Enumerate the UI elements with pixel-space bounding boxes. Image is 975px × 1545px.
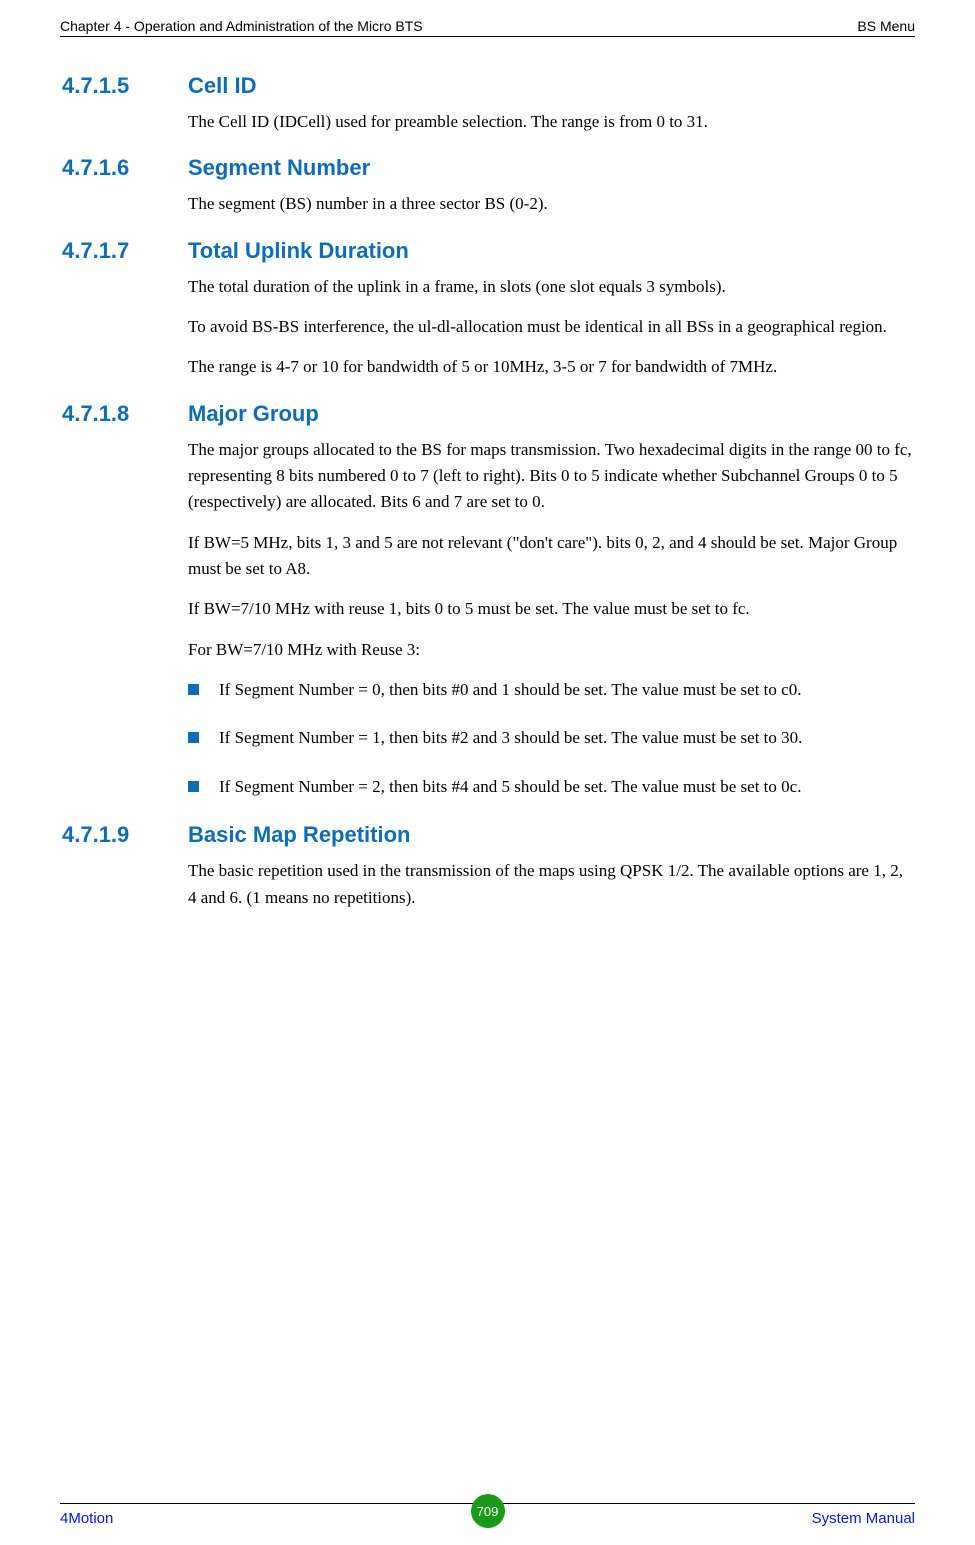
- paragraph: For BW=7/10 MHz with Reuse 3:: [188, 637, 915, 663]
- page-footer: 4Motion 709 System Manual: [60, 1503, 915, 1527]
- section-major-group: 4.7.1.8 Major Group The major groups all…: [60, 401, 915, 800]
- bullet-text: If Segment Number = 2, then bits #4 and …: [219, 774, 801, 800]
- bullet-text: If Segment Number = 1, then bits #2 and …: [219, 725, 802, 751]
- section-number: 4.7.1.6: [60, 155, 188, 181]
- paragraph: The total duration of the uplink in a fr…: [188, 274, 915, 300]
- section-title: Major Group: [188, 401, 319, 427]
- section-heading: 4.7.1.6 Segment Number: [60, 155, 915, 181]
- section-cell-id: 4.7.1.5 Cell ID The Cell ID (IDCell) use…: [60, 73, 915, 135]
- section-title: Total Uplink Duration: [188, 238, 409, 264]
- list-item: If Segment Number = 0, then bits #0 and …: [188, 677, 915, 703]
- list-item: If Segment Number = 2, then bits #4 and …: [188, 774, 915, 800]
- paragraph: To avoid BS-BS interference, the ul-dl-a…: [188, 314, 915, 340]
- paragraph: If BW=7/10 MHz with reuse 1, bits 0 to 5…: [188, 596, 915, 622]
- paragraph: The Cell ID (IDCell) used for preamble s…: [188, 109, 915, 135]
- square-bullet-icon: [188, 781, 199, 792]
- paragraph: The basic repetition used in the transmi…: [188, 858, 915, 911]
- section-title: Cell ID: [188, 73, 256, 99]
- section-number: 4.7.1.7: [60, 238, 188, 264]
- bullet-text: If Segment Number = 0, then bits #0 and …: [219, 677, 801, 703]
- section-number: 4.7.1.9: [60, 822, 188, 848]
- footer-right: System Manual: [812, 1510, 915, 1527]
- section-total-uplink-duration: 4.7.1.7 Total Uplink Duration The total …: [60, 238, 915, 381]
- section-heading: 4.7.1.5 Cell ID: [60, 73, 915, 99]
- square-bullet-icon: [188, 732, 199, 743]
- paragraph: The range is 4-7 or 10 for bandwidth of …: [188, 354, 915, 380]
- paragraph: If BW=5 MHz, bits 1, 3 and 5 are not rel…: [188, 530, 915, 583]
- section-number: 4.7.1.8: [60, 401, 188, 427]
- square-bullet-icon: [188, 684, 199, 695]
- page-header: Chapter 4 - Operation and Administration…: [60, 18, 915, 37]
- page-number-badge: 709: [471, 1504, 505, 1528]
- header-left: Chapter 4 - Operation and Administration…: [60, 18, 423, 34]
- section-heading: 4.7.1.9 Basic Map Repetition: [60, 822, 915, 848]
- page-content: Chapter 4 - Operation and Administration…: [0, 0, 975, 911]
- paragraph: The segment (BS) number in a three secto…: [188, 191, 915, 217]
- page-number: 709: [471, 1494, 505, 1528]
- paragraph: The major groups allocated to the BS for…: [188, 437, 915, 516]
- section-number: 4.7.1.5: [60, 73, 188, 99]
- section-title: Basic Map Repetition: [188, 822, 410, 848]
- section-segment-number: 4.7.1.6 Segment Number The segment (BS) …: [60, 155, 915, 217]
- footer-left: 4Motion: [60, 1510, 113, 1527]
- section-heading: 4.7.1.8 Major Group: [60, 401, 915, 427]
- bullet-list: If Segment Number = 0, then bits #0 and …: [188, 677, 915, 800]
- header-right: BS Menu: [857, 18, 915, 34]
- list-item: If Segment Number = 1, then bits #2 and …: [188, 725, 915, 751]
- section-basic-map-repetition: 4.7.1.9 Basic Map Repetition The basic r…: [60, 822, 915, 911]
- section-title: Segment Number: [188, 155, 370, 181]
- section-heading: 4.7.1.7 Total Uplink Duration: [60, 238, 915, 264]
